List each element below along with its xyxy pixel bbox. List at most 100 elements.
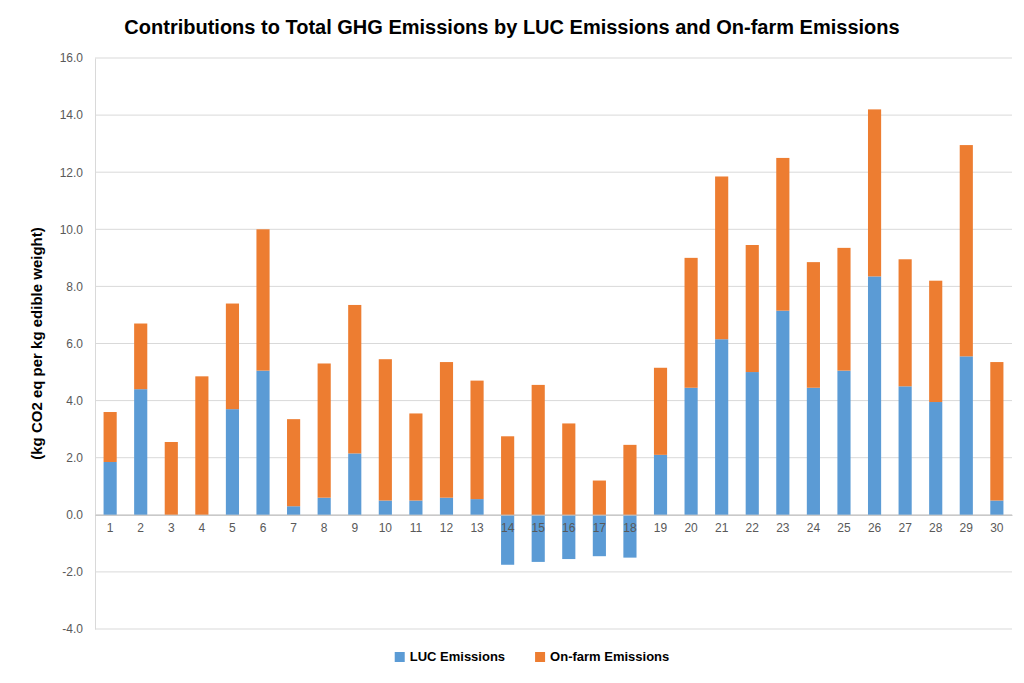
- x-tick-label: 2: [137, 521, 144, 535]
- y-tick: -2.0: [62, 565, 95, 579]
- bar: [348, 305, 361, 453]
- bar: [287, 506, 300, 515]
- bar: [990, 501, 1003, 515]
- x-tick-label: 7: [290, 521, 297, 535]
- bar: [134, 324, 147, 390]
- bar: [470, 499, 483, 515]
- bar: [532, 385, 545, 515]
- x-tick-label: 21: [715, 521, 729, 535]
- x-tick-label: 6: [260, 521, 267, 535]
- x-tick: 18: [623, 521, 637, 535]
- bar: [409, 501, 422, 515]
- x-tick: 3: [168, 521, 175, 535]
- y-tick: 14.0: [60, 108, 95, 122]
- bar: [318, 363, 331, 497]
- bar: [929, 402, 942, 515]
- x-tick: 22: [746, 521, 760, 535]
- x-tick-label: 13: [470, 521, 484, 535]
- series: [104, 276, 1004, 564]
- bar: [776, 311, 789, 515]
- x-tick-label: 15: [532, 521, 546, 535]
- grid: [95, 58, 1012, 629]
- x-tick: 25: [837, 521, 851, 535]
- bar: [899, 259, 912, 386]
- bar: [746, 245, 759, 372]
- bar: [623, 445, 636, 515]
- x-tick: 11: [410, 521, 423, 535]
- legend-item: On-farm Emissions: [535, 649, 669, 664]
- title: Contributions to Total GHG Emissions by …: [124, 16, 899, 38]
- bar: [287, 419, 300, 506]
- x-tick: 16: [562, 521, 576, 535]
- bar: [623, 515, 636, 558]
- bar: [593, 515, 606, 556]
- x-tick-label: 5: [229, 521, 236, 535]
- bars: [104, 109, 1004, 564]
- x-tick: 6: [260, 521, 267, 535]
- bar: [562, 423, 575, 514]
- y-tick-label: 10.0: [60, 223, 84, 237]
- x-tick-label: 26: [868, 521, 882, 535]
- bar: [593, 481, 606, 515]
- bar: [226, 409, 239, 515]
- x-tick-label: 17: [593, 521, 607, 535]
- y-tick-label: 14.0: [60, 108, 84, 122]
- bar: [837, 371, 850, 515]
- x-axis-line: [96, 515, 1013, 516]
- bar: [440, 498, 453, 515]
- bar: [868, 109, 881, 276]
- x-tick: 19: [654, 521, 668, 535]
- bar: [715, 176, 728, 339]
- bar: [990, 362, 1003, 500]
- grid-line: [95, 571, 1012, 572]
- x-tick: 8: [321, 521, 328, 535]
- y-axis-title: (kg CO2 eq per kg edible weight): [28, 227, 45, 460]
- x-tick-label: 19: [654, 521, 668, 535]
- x-tick-label: 27: [898, 521, 912, 535]
- x-tick: 23: [776, 521, 790, 535]
- x-tick: 30: [990, 521, 1004, 535]
- chart: Contributions to Total GHG Emissions by …: [0, 0, 1024, 683]
- y-tick: 12.0: [60, 166, 95, 180]
- bar: [960, 356, 973, 514]
- y-tick: 0.0: [66, 508, 95, 522]
- x-axis: 1234567891011121314151617181920212223242…: [96, 515, 1013, 535]
- legend-swatch: [535, 652, 545, 662]
- x-tick-label: 24: [807, 521, 821, 535]
- x-tick-label: 18: [623, 521, 637, 535]
- x-tick-label: 25: [837, 521, 851, 535]
- legend: LUC EmissionsOn-farm Emissions: [395, 649, 670, 664]
- bar: [440, 362, 453, 498]
- bar: [960, 145, 973, 356]
- bar: [348, 453, 361, 514]
- x-tick-label: 14: [501, 521, 515, 535]
- y-tick-label: -2.0: [62, 565, 83, 579]
- x-tick-label: 23: [776, 521, 790, 535]
- y-tick-label: 12.0: [60, 166, 84, 180]
- x-tick: 24: [807, 521, 821, 535]
- x-tick: 4: [199, 521, 206, 535]
- bar: [226, 304, 239, 410]
- x-tick-label: 30: [990, 521, 1004, 535]
- bar: [470, 381, 483, 499]
- bar: [532, 515, 545, 562]
- y-tick-label: 2.0: [66, 451, 83, 465]
- bar: [562, 515, 575, 559]
- x-tick: 12: [440, 521, 454, 535]
- x-tick: 1: [107, 521, 114, 535]
- plot: -4.0-2.00.02.04.06.08.010.012.014.016.01…: [60, 51, 1013, 636]
- y-tick-label: 8.0: [66, 280, 83, 294]
- bar: [899, 386, 912, 514]
- x-tick: 10: [379, 521, 393, 535]
- bar: [685, 258, 698, 388]
- y-tick-label: -4.0: [62, 622, 83, 636]
- x-tick-label: 16: [562, 521, 576, 535]
- x-tick: 5: [229, 521, 236, 535]
- legend-swatch: [395, 652, 405, 662]
- x-tick: 29: [960, 521, 974, 535]
- x-tick-label: 9: [351, 521, 358, 535]
- y-tick-label: 0.0: [66, 508, 83, 522]
- bar: [318, 498, 331, 515]
- y-tick: 16.0: [60, 51, 95, 65]
- x-tick: 27: [898, 521, 912, 535]
